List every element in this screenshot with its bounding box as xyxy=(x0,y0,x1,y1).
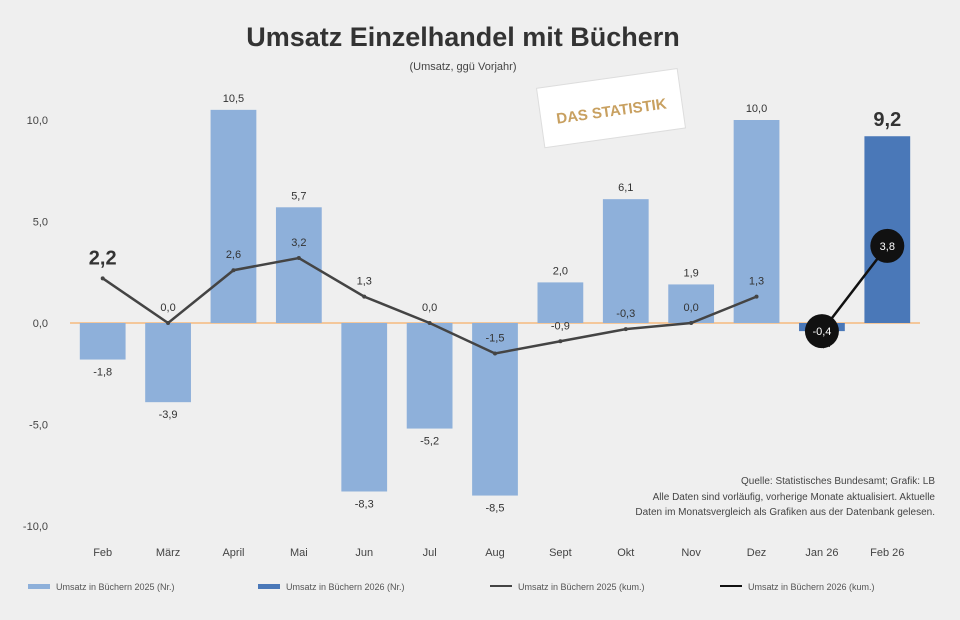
line-point xyxy=(689,321,694,325)
line-label: -0,4 xyxy=(812,326,831,338)
bar-label: 2,0 xyxy=(553,265,568,277)
line-series xyxy=(820,245,889,332)
line-label: 0,0 xyxy=(684,302,699,314)
lines: 2,2 0,0 2,6 3,2 1,3 0,0 -1,5 -0,9 -0,3 0,0 1,3 -0,4… xyxy=(89,228,905,356)
bar-label: 6,1 xyxy=(618,182,633,194)
bar xyxy=(341,323,388,492)
legend-label: Umsatz in Büchern 2025 (kum.) xyxy=(518,582,645,592)
y-tick-label: 10,0 xyxy=(27,115,48,127)
y-tick-label: 5,0 xyxy=(33,217,48,229)
chart-title: Umsatz Einzelhandel mit Büchern xyxy=(246,22,680,52)
line-point xyxy=(362,294,367,299)
line-point xyxy=(870,228,905,263)
bar-label: 5,7 xyxy=(291,190,306,202)
x-tick-label: Dez xyxy=(747,547,767,559)
bar xyxy=(472,323,518,496)
note-line-2: Daten im Monatsvergleich als Grafiken au… xyxy=(635,507,935,518)
x-tick-label: Mai xyxy=(290,547,308,559)
line-label: 0,0 xyxy=(160,302,175,314)
x-tick-label: Feb 26 xyxy=(870,547,904,559)
source-text: Quelle: Statistisches Bundesamt; Grafik:… xyxy=(741,476,935,487)
bar xyxy=(275,207,322,323)
bar xyxy=(602,199,649,323)
bar xyxy=(79,323,126,360)
line-label: 3,2 xyxy=(291,237,306,249)
line-label: -1,5 xyxy=(486,332,505,344)
line-label: 1,3 xyxy=(749,276,764,288)
x-tick-label: Jan 26 xyxy=(805,547,838,559)
bar-label: 9,2 xyxy=(873,109,901,131)
line-label: -0,9 xyxy=(551,320,570,332)
x-tick-label: Okt xyxy=(617,547,634,559)
line-point xyxy=(754,294,759,299)
bar-label: -5,2 xyxy=(420,436,439,448)
line-label: 0,0 xyxy=(422,302,437,314)
line-point xyxy=(231,268,236,273)
bars: -1,8 -3,9 10,5 5,7 -8,3 -5,2 -8,5 2,0 6,1 1,9 10,0… xyxy=(79,93,911,515)
line-label: 2,6 xyxy=(226,249,241,261)
bar xyxy=(733,120,780,323)
x-tick-label: März xyxy=(156,547,180,559)
y-tick-label: 0,0 xyxy=(33,318,48,330)
bar-label: -8,5 xyxy=(486,503,505,515)
x-tick-label: Sept xyxy=(549,547,572,559)
legend-label: Umsatz in Büchern 2025 (Nr.) xyxy=(56,582,175,592)
x-tick-label: Jul xyxy=(423,547,437,559)
bar-label: 1,9 xyxy=(684,267,699,279)
bar xyxy=(145,323,191,403)
bar xyxy=(210,109,257,323)
line-point xyxy=(100,276,105,281)
bar-label: -1,8 xyxy=(93,367,112,379)
line-point xyxy=(427,321,432,325)
chart-subtitle: (Umsatz, ggü Vorjahr) xyxy=(410,61,517,73)
x-tick-label: Nov xyxy=(681,547,701,559)
line-point xyxy=(558,339,563,344)
legend-swatch xyxy=(258,584,280,589)
line-point xyxy=(296,256,301,261)
bar xyxy=(537,282,584,323)
line-point xyxy=(623,327,628,332)
bar-label: 10,0 xyxy=(746,103,767,115)
line-point xyxy=(166,321,171,325)
legend: Umsatz in Büchern 2025 (Nr.) Umsatz in Bü… xyxy=(28,582,875,592)
y-tick-label: -10,0 xyxy=(23,521,48,533)
bar-label: -3,9 xyxy=(159,409,178,421)
line-point xyxy=(804,314,839,349)
line-label: -0,3 xyxy=(616,308,635,320)
legend-swatch xyxy=(28,584,50,589)
line-label: 3,8 xyxy=(880,241,895,253)
line-label: 2,2 xyxy=(89,247,117,269)
line-point xyxy=(493,351,497,356)
x-tick-label: Aug xyxy=(485,547,505,559)
logo: DAS STATISTIK xyxy=(535,67,687,149)
x-tick-label: April xyxy=(222,547,244,559)
line-label: 1,3 xyxy=(357,276,372,288)
x-tick-label: Jun xyxy=(355,547,373,559)
note-line-1: Alle Daten sind vorläufig, vorherige Mon… xyxy=(653,492,936,503)
bar-label: 10,5 xyxy=(223,93,244,105)
y-tick-label: -5,0 xyxy=(29,420,48,432)
bar-label: -8,3 xyxy=(355,498,374,510)
legend-label: Umsatz in Büchern 2026 (kum.) xyxy=(748,582,875,592)
legend-label: Umsatz in Büchern 2026 (Nr.) xyxy=(286,582,405,592)
x-axis: Feb März April Mai Jun Jul Aug Sept Okt Nov Dez Jan… xyxy=(93,547,904,559)
x-tick-label: Feb xyxy=(93,547,112,559)
y-axis: 10,0 5,0 0,0 -5,0 -10,0 xyxy=(23,115,48,533)
bar xyxy=(406,323,453,429)
